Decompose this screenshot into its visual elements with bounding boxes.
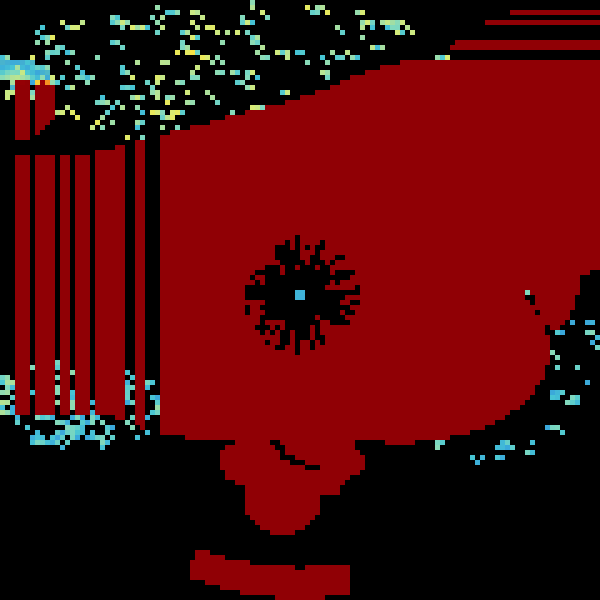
radar-display: Base Reflectivity Reflectivity (dBZ) Rad… [0, 0, 600, 600]
radar-reflectivity-canvas [0, 0, 600, 600]
